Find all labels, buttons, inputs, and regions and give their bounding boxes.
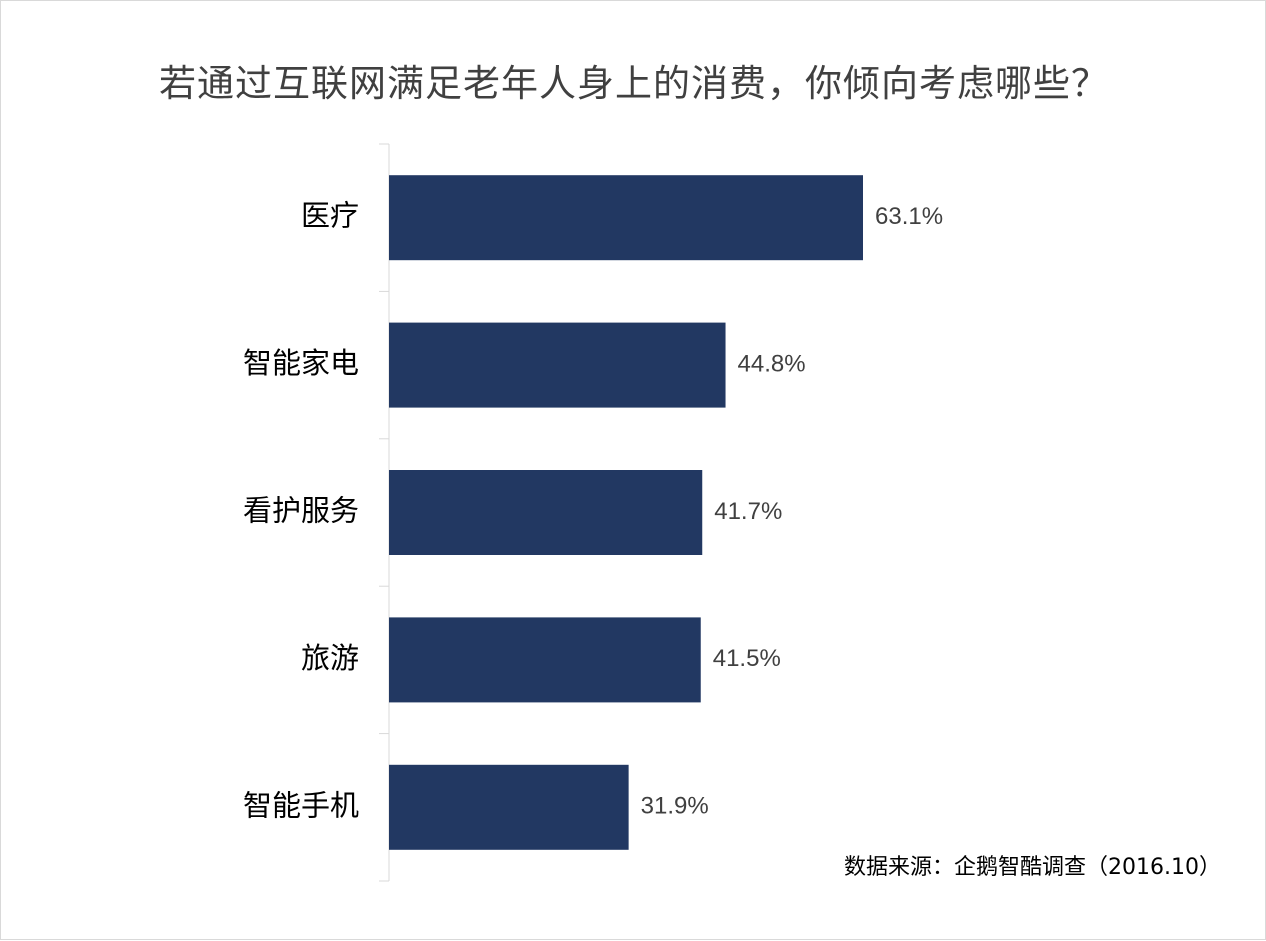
data-label: 41.7% [714,498,782,525]
bar [389,617,701,703]
data-label: 44.8% [738,350,806,377]
category-label: 医疗 [301,199,359,233]
bar [389,175,863,261]
data-label: 63.1% [875,203,943,230]
category-label: 旅游 [301,641,359,675]
data-label: 41.5% [713,645,781,672]
bar [389,470,703,555]
category-label: 智能手机 [243,788,359,822]
data-source-note: 数据来源：企鹅智酷调查（2016.10） [844,855,1221,880]
data-label: 31.9% [641,793,709,820]
category-label: 看护服务 [243,494,359,528]
bar [389,322,726,408]
bar [389,764,629,850]
chart-title: 若通过互联网满足老年人身上的消费，你倾向考虑哪些？ [159,62,1109,105]
category-label: 智能家电 [243,346,359,380]
